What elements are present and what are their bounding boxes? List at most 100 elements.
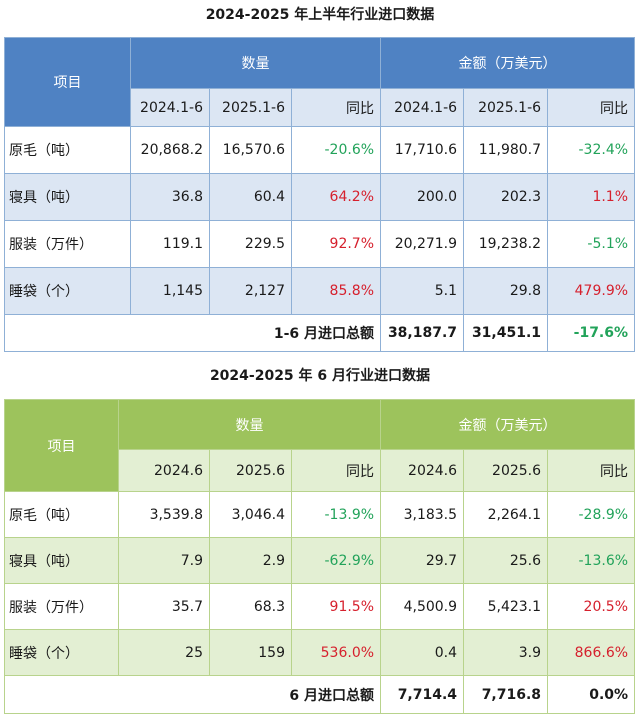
amt-2025: 5,423.1	[463, 583, 549, 630]
amt-yoy: -32.4%	[547, 126, 636, 174]
table-row: 睡袋（个） 1,145 2,127 85.8% 5.1 29.8 479.9%	[4, 267, 636, 315]
amt-2025: 202.3	[463, 173, 549, 221]
row-label: 服装（万件）	[4, 220, 131, 268]
qty-2025: 68.3	[209, 583, 292, 630]
table-row: 原毛（吨） 20,868.2 16,570.6 -20.6% 17,710.6 …	[4, 126, 636, 174]
amt-yoy: 1.1%	[547, 173, 636, 221]
qty-2025: 2,127	[209, 267, 292, 315]
qty-yoy: 536.0%	[290, 629, 382, 676]
qty-2024: 35.7	[118, 583, 210, 630]
sub-header: 2025.6	[463, 449, 549, 492]
sub-header: 2025.1-6	[209, 88, 292, 127]
qty-yoy: -20.6%	[290, 126, 382, 174]
qty-2025: 159	[209, 629, 292, 676]
qty-2025: 2.9	[209, 537, 292, 584]
amt-2024: 20,271.9	[380, 220, 465, 268]
sub-header: 2024.1-6	[130, 88, 210, 127]
total-yoy: -17.6%	[547, 314, 636, 352]
row-label: 寝具（吨）	[4, 173, 131, 221]
table-row: 寝具（吨） 36.8 60.4 64.2% 200.0 202.3 1.1%	[4, 173, 636, 221]
table-row: 原毛（吨） 3,539.8 3,046.4 -13.9% 3,183.5 2,2…	[4, 491, 636, 538]
table-row: 服装（万件） 119.1 229.5 92.7% 20,271.9 19,238…	[4, 220, 636, 268]
qty-yoy: 85.8%	[290, 267, 382, 315]
header-row-groups: 项目 数量 金额（万美元）	[4, 37, 636, 127]
header-row-periods: 2024.1-6 2025.1-6 同比 2024.1-6 2025.1-6 同…	[5, 88, 636, 127]
amt-yoy: 20.5%	[547, 583, 636, 630]
sub-header: 2024.1-6	[380, 88, 465, 127]
sub-header: 同比	[547, 449, 636, 492]
qty-yoy: 92.7%	[290, 220, 382, 268]
table-row: 睡袋（个） 25 159 536.0% 0.4 3.9 866.6%	[4, 629, 636, 676]
amt-2024: 5.1	[380, 267, 465, 315]
row-label: 寝具（吨）	[4, 537, 119, 584]
row-label: 睡袋（个）	[4, 267, 131, 315]
sub-header: 同比	[290, 88, 382, 127]
amt-2025: 29.8	[463, 267, 549, 315]
amt-yoy: -13.6%	[547, 537, 636, 584]
item-header: 项目	[4, 399, 119, 492]
sub-header: 同比	[290, 449, 382, 492]
qty-yoy: -13.9%	[290, 491, 382, 538]
table2-title: 2024-2025 年 6 月行业进口数据	[209, 368, 431, 384]
total-row: 1-6 月进口总额 38,187.7 31,451.1 -17.6%	[3, 314, 636, 352]
amt-2025: 25.6	[463, 537, 549, 584]
sub-header: 同比	[547, 88, 636, 127]
total-label: 6 月进口总额	[3, 675, 382, 714]
quantity-header: 数量	[117, 399, 382, 450]
amt-2025: 11,980.7	[463, 126, 549, 174]
sub-header: 2024.6	[118, 449, 210, 492]
amt-2024: 17,710.6	[380, 126, 465, 174]
amt-2025: 2,264.1	[463, 491, 549, 538]
sub-header: 2025.1-6	[463, 88, 549, 127]
qty-yoy: 91.5%	[290, 583, 382, 630]
amt-yoy: -28.9%	[547, 491, 636, 538]
amt-2025: 3.9	[463, 629, 549, 676]
amt-2024: 29.7	[380, 537, 465, 584]
qty-yoy: -62.9%	[290, 537, 382, 584]
qty-2024: 7.9	[118, 537, 210, 584]
row-label: 睡袋（个）	[4, 629, 119, 676]
amt-yoy: 479.9%	[547, 267, 636, 315]
qty-2024: 3,539.8	[118, 491, 210, 538]
amount-header: 金额（万美元）	[380, 37, 636, 89]
qty-2025: 16,570.6	[209, 126, 292, 174]
qty-2024: 25	[118, 629, 210, 676]
total-2024: 7,714.4	[380, 675, 465, 714]
row-label: 服装（万件）	[4, 583, 119, 630]
quantity-header: 数量	[129, 37, 382, 89]
qty-2024: 20,868.2	[130, 126, 210, 174]
table-row: 服装（万件） 35.7 68.3 91.5% 4,500.9 5,423.1 2…	[4, 583, 636, 630]
amt-yoy: 866.6%	[547, 629, 636, 676]
qty-yoy: 64.2%	[290, 173, 382, 221]
total-yoy: 0.0%	[547, 675, 636, 714]
amt-2025: 19,238.2	[463, 220, 549, 268]
qty-2024: 1,145	[130, 267, 210, 315]
amt-2024: 200.0	[380, 173, 465, 221]
header-row-groups: 项目 数量 金额（万美元）	[4, 399, 636, 492]
total-2025: 31,451.1	[463, 314, 549, 352]
import-table-h1: 项目 数量 金额（万美元） 2024.1-6 2025.1-6 同比 2024.…	[3, 37, 636, 352]
table1-title: 2024-2025 年上半年行业进口数据	[205, 7, 435, 23]
amt-yoy: -5.1%	[547, 220, 636, 268]
total-2024: 38,187.7	[380, 314, 465, 352]
import-table-june: 项目 数量 金额（万美元） 2024.6 2025.6 同比 2024.6 20…	[3, 399, 636, 714]
qty-2025: 3,046.4	[209, 491, 292, 538]
qty-2024: 36.8	[130, 173, 210, 221]
row-label: 原毛（吨）	[4, 126, 131, 174]
row-label: 原毛（吨）	[4, 491, 119, 538]
header-row-periods: 2024.6 2025.6 同比 2024.6 2025.6 同比	[5, 449, 636, 492]
qty-2025: 60.4	[209, 173, 292, 221]
sub-header: 2024.6	[380, 449, 465, 492]
amount-header: 金额（万美元）	[380, 399, 636, 450]
table-row: 寝具（吨） 7.9 2.9 -62.9% 29.7 25.6 -13.6%	[4, 537, 636, 584]
item-header: 项目	[4, 37, 131, 127]
total-label: 1-6 月进口总额	[3, 314, 382, 352]
amt-2024: 0.4	[380, 629, 465, 676]
qty-2024: 119.1	[130, 220, 210, 268]
amt-2024: 4,500.9	[380, 583, 465, 630]
amt-2024: 3,183.5	[380, 491, 465, 538]
sub-header: 2025.6	[209, 449, 292, 492]
qty-2025: 229.5	[209, 220, 292, 268]
total-2025: 7,716.8	[463, 675, 549, 714]
total-row: 6 月进口总额 7,714.4 7,716.8 0.0%	[3, 675, 636, 714]
